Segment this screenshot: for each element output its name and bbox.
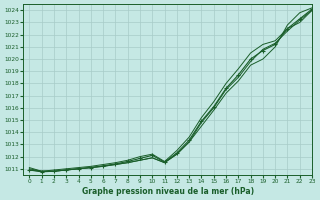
X-axis label: Graphe pression niveau de la mer (hPa): Graphe pression niveau de la mer (hPa) <box>82 187 254 196</box>
